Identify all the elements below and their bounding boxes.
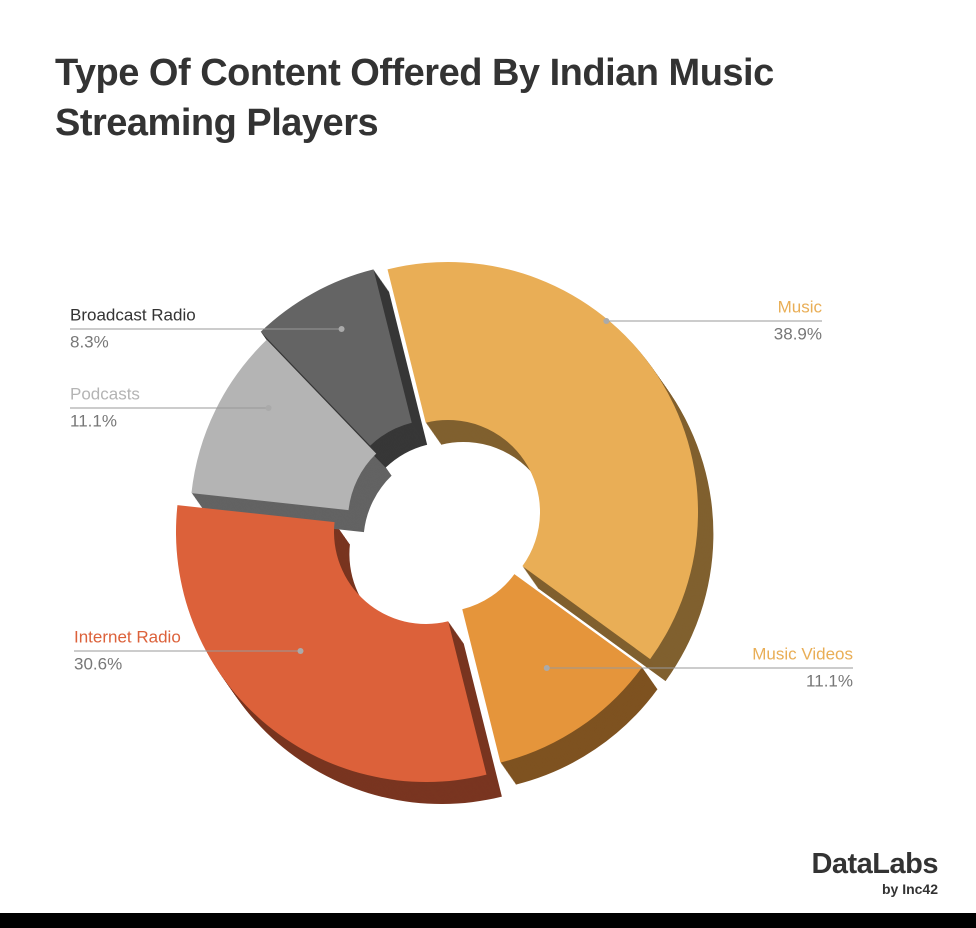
legend-label: Music Videos — [752, 644, 853, 663]
footer-bar — [0, 913, 976, 928]
brand: DataLabs — [811, 848, 938, 880]
slice — [191, 339, 377, 511]
value-label: 11.1% — [806, 671, 853, 690]
slice — [176, 505, 487, 782]
value-label: 8.3% — [70, 332, 109, 351]
value-label: 11.1% — [70, 411, 117, 430]
legend-label: Internet Radio — [74, 627, 181, 646]
legend-label: Podcasts — [70, 384, 140, 403]
leader-dot — [543, 665, 550, 671]
leader-dot — [603, 318, 610, 324]
brand-sub: by Inc42 — [881, 881, 938, 897]
slice — [387, 262, 699, 660]
legend-label: Music — [778, 297, 823, 316]
legend-label: Broadcast Radio — [70, 305, 196, 324]
leader-dot — [338, 326, 345, 332]
value-label: 30.6% — [74, 654, 122, 673]
slice — [260, 269, 412, 446]
leader-dot — [297, 648, 304, 654]
value-label: 38.9% — [774, 324, 822, 343]
chart-title: Type Of Content Offered By Indian Music … — [55, 52, 774, 144]
leader-dot — [265, 405, 272, 411]
